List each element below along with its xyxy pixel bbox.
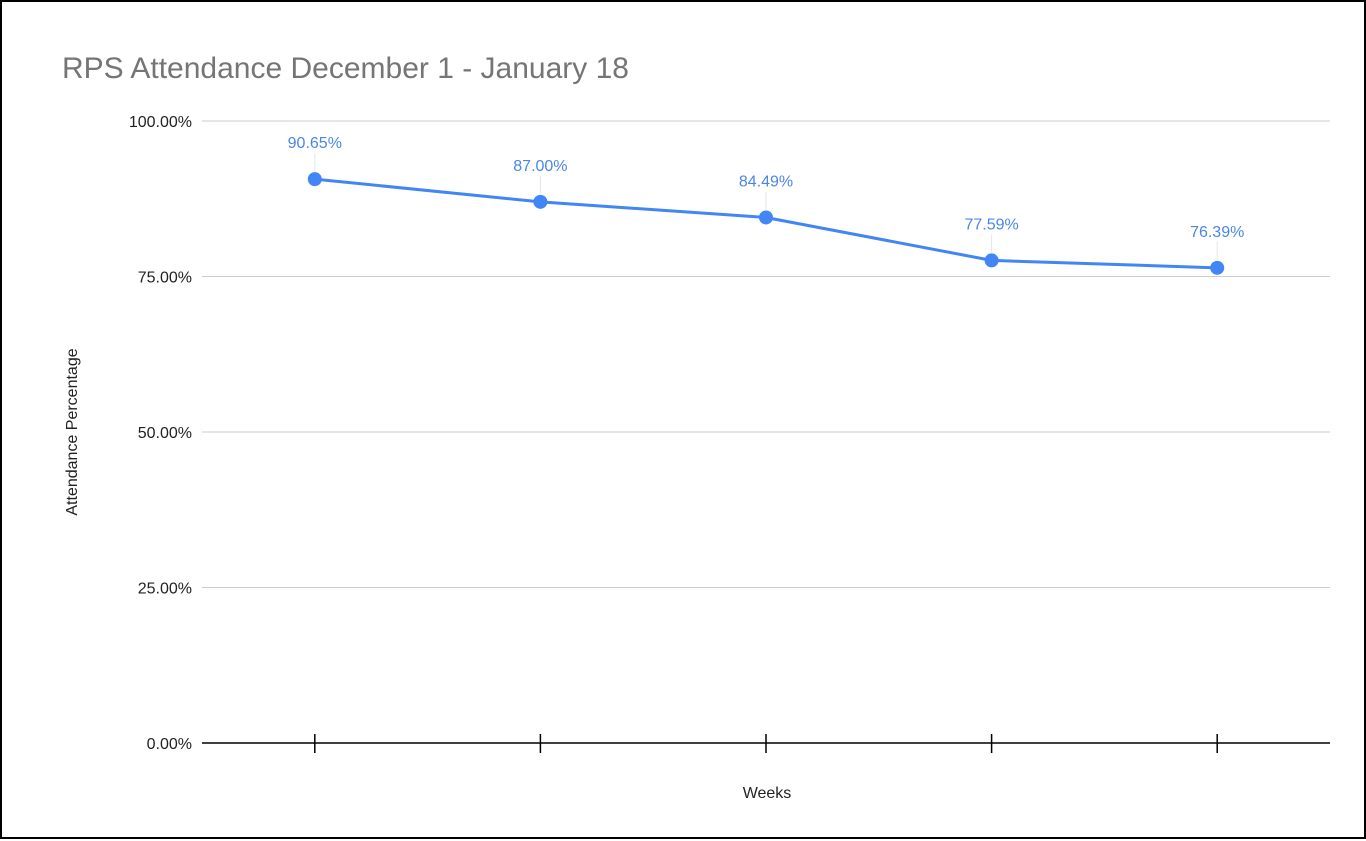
y-tick-label: 50.00% (138, 425, 192, 442)
data-label: 77.59% (964, 216, 1018, 233)
data-point[interactable] (984, 253, 999, 268)
data-labels: 90.65% 87.00% 84.49% 77.59% 76.39% (288, 135, 1244, 260)
y-tick-label: 100.00% (129, 114, 192, 131)
data-label: 84.49% (739, 173, 793, 190)
data-point[interactable] (307, 172, 322, 187)
chart-title: RPS Attendance December 1 - January 18 (62, 52, 629, 85)
data-point[interactable] (533, 194, 548, 209)
data-label: 90.65% (288, 135, 342, 152)
data-point[interactable] (759, 210, 773, 225)
y-tick-label: 0.00% (147, 736, 192, 753)
series-points (307, 172, 1225, 275)
data-label: 76.39% (1190, 224, 1244, 241)
data-label: 87.00% (513, 158, 567, 175)
y-tick-label: 25.00% (138, 581, 192, 598)
y-axis-ticks: 0.00% 25.00% 50.00% 75.00% 100.00% (129, 114, 192, 753)
y-axis-title: Attendance Percentage (64, 348, 81, 515)
data-point[interactable] (1210, 260, 1225, 275)
y-tick-label: 75.00% (138, 270, 192, 287)
gridlines (202, 120, 1330, 588)
x-axis-title: Weeks (743, 785, 792, 802)
x-axis (202, 734, 1330, 753)
